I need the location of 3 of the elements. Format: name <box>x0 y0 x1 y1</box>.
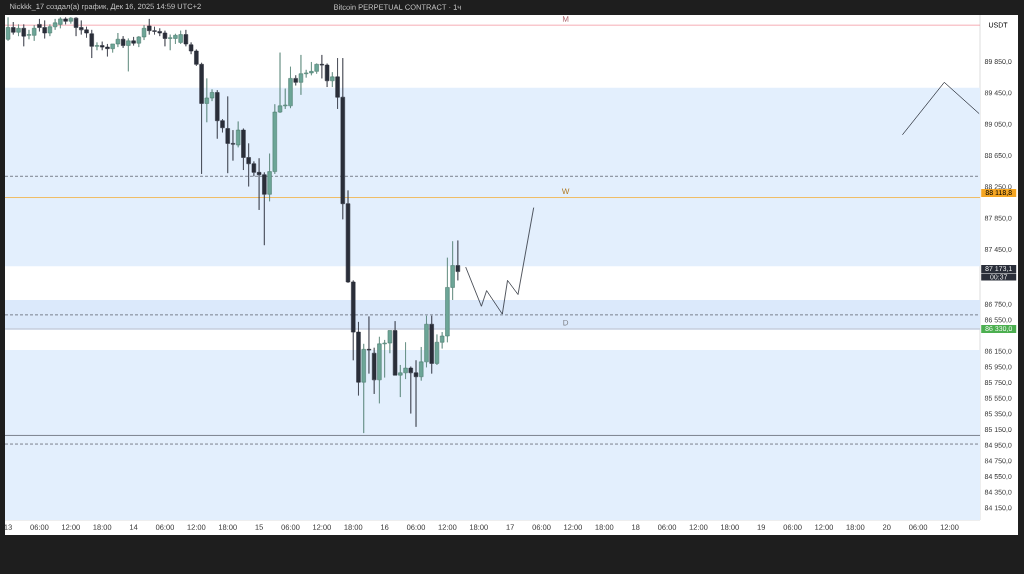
ref-line-label: W <box>561 188 570 194</box>
ref-line-label: M <box>562 16 569 22</box>
ref-line-label: D <box>563 319 569 326</box>
